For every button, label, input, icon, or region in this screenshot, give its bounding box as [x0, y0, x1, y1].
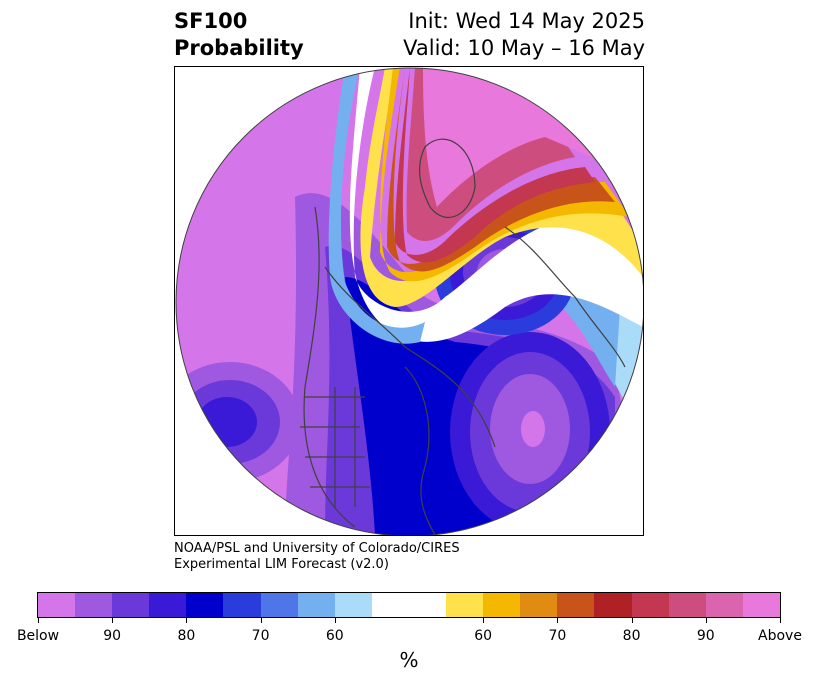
- colorbar-segment: [668, 593, 706, 617]
- colorbar-tickmark: [780, 618, 781, 623]
- credit-line-1: NOAA/PSL and University of Colorado/CIRE…: [174, 541, 460, 556]
- colorbar-tick-label: 60: [325, 628, 344, 644]
- credit-text: NOAA/PSL and University of Colorado/CIRE…: [174, 541, 460, 573]
- valid-period: Valid: 10 May – 16 May: [403, 36, 645, 60]
- colorbar-tickmark: [557, 618, 559, 623]
- colorbar-tick-label: 70: [548, 628, 567, 644]
- colorbar-segment: [705, 593, 743, 617]
- coast-asia: [404, 366, 436, 535]
- colorbar-tickmark: [186, 618, 188, 623]
- colorbar-tick-label: Below: [16, 628, 60, 644]
- init-date: Init: Wed 14 May 2025: [408, 9, 645, 33]
- colorbar-segment: [75, 593, 113, 617]
- colorbar-tick-label: 80: [622, 628, 641, 644]
- colorbar-segment: [297, 593, 335, 617]
- colorbar-tick-label: 80: [177, 628, 196, 644]
- colorbar-tick-label: Above: [758, 628, 802, 644]
- colorbar-segment: [223, 593, 261, 617]
- colorbar-segment: [520, 593, 558, 617]
- polar-map-svg: [175, 67, 643, 535]
- credit-line-2: Experimental LIM Forecast (v2.0): [174, 557, 389, 572]
- colorbar: [37, 592, 781, 618]
- colorbar-tickmark: [483, 618, 485, 623]
- colorbar-tick-label: 90: [103, 628, 122, 644]
- colorbar-tick-label: 90: [696, 628, 715, 644]
- field-above-55: [360, 68, 643, 307]
- field-neutral-ribbon: [349, 68, 643, 342]
- colorbar-tickmark: [705, 618, 707, 623]
- field-above-85: [406, 68, 575, 241]
- colorbar-segment: [631, 593, 669, 617]
- colorbar-tickmark: [112, 618, 114, 623]
- map-edge: [175, 67, 643, 535]
- colorbar-tick-label: 70: [251, 628, 270, 644]
- colorbar-segment: [446, 593, 484, 617]
- colorbar-tick-label: 60: [474, 628, 493, 644]
- forecast-map: [174, 66, 644, 536]
- colorbar-segment: [742, 593, 780, 617]
- colorbar-segment: [557, 593, 595, 617]
- colorbar-segment: [594, 593, 632, 617]
- field-west-low-inner: [197, 397, 257, 447]
- colorbar-segment: [112, 593, 150, 617]
- colorbar-segment: [371, 593, 447, 617]
- colorbar-tickmark: [260, 618, 262, 623]
- colorbar-segment: [334, 593, 372, 617]
- colorbar-unit: %: [399, 648, 419, 672]
- forecast-dates: Init: Wed 14 May 2025 Valid: 10 May – 16…: [403, 8, 645, 62]
- colorbar-segment: [483, 593, 521, 617]
- colorbar-tickmark: [334, 618, 336, 623]
- field-se-core: [521, 411, 545, 447]
- title-type: Probability: [174, 36, 304, 60]
- colorbar-segment: [149, 593, 187, 617]
- colorbar-segment: [260, 593, 298, 617]
- colorbar-tickmark: [38, 618, 39, 623]
- coastlines: [300, 138, 626, 535]
- map-title: SF100 Probability: [174, 8, 304, 62]
- coast-europe: [504, 226, 626, 368]
- coast-greenland: [419, 138, 476, 218]
- coast-north-america: [303, 206, 496, 528]
- colorbar-segment: [38, 593, 76, 617]
- colorbar-tickmark: [631, 618, 633, 623]
- colorbar-segment: [186, 593, 224, 617]
- coast-usa-grid: [300, 387, 370, 507]
- title-variable: SF100: [174, 9, 248, 33]
